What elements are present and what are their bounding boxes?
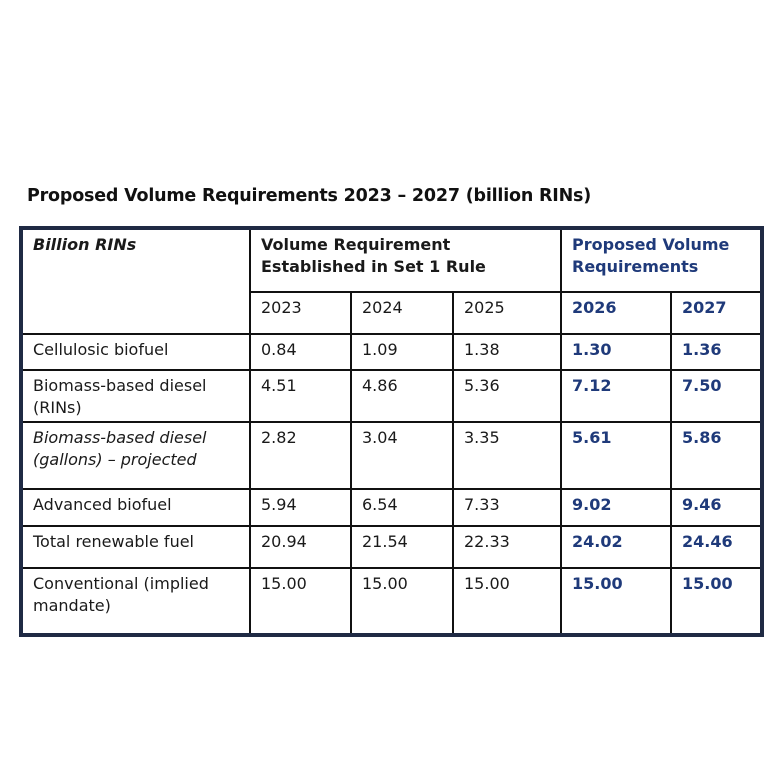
cell: 1.30 (560, 333, 672, 371)
cell: 1.09 (350, 333, 454, 371)
header-established: Volume Requirement Established in Set 1 … (249, 230, 562, 293)
table-title: Proposed Volume Requirements 2023 – 2027… (27, 186, 592, 206)
cell: 15.00 (452, 567, 562, 633)
row-label: Biomass-based diesel (RINs) (23, 369, 251, 423)
cell: 6.54 (350, 488, 454, 527)
cell: 7.50 (670, 369, 760, 423)
year-header: 2024 (350, 291, 454, 335)
cell: 9.46 (670, 488, 760, 527)
cell: 22.33 (452, 525, 562, 569)
year-header: 2023 (250, 291, 352, 335)
cell: 1.36 (670, 333, 760, 371)
cell: 15.00 (560, 567, 672, 633)
cell: 2.82 (249, 421, 352, 490)
cell: 0.84 (249, 333, 352, 371)
cell: 9.02 (560, 488, 672, 527)
volume-requirements-table: Billion RINs Volume Requirement Establis… (19, 226, 764, 637)
row-label: Total renewable fuel (23, 525, 251, 569)
table-row: Conventional (implied mandate) 15.00 15.… (23, 567, 760, 633)
year-header: 2027 (670, 291, 760, 335)
year-header: 2025 (452, 291, 562, 335)
corner-label: Billion RINs (23, 230, 251, 335)
cell: 1.38 (452, 333, 562, 371)
row-label: Conventional (implied mandate) (23, 567, 251, 633)
cell: 24.46 (670, 525, 760, 569)
cell: 4.86 (350, 369, 454, 423)
cell: 21.54 (350, 525, 454, 569)
table-row: Advanced biofuel 5.94 6.54 7.33 9.02 9.4… (23, 488, 760, 527)
row-label: Advanced biofuel (23, 488, 251, 527)
cell: 15.00 (350, 567, 454, 633)
table-row: Cellulosic biofuel 0.84 1.09 1.38 1.30 1… (23, 333, 760, 371)
cell: 20.94 (249, 525, 352, 569)
row-label: Biomass-based diesel (gallons) – project… (23, 421, 251, 490)
cell: 15.00 (670, 567, 760, 633)
table-row: Biomass-based diesel (gallons) – project… (23, 421, 760, 490)
cell: 7.33 (452, 488, 562, 527)
header-proposed: Proposed Volume Requirements (560, 230, 760, 293)
table-row: Biomass-based diesel (RINs) 4.51 4.86 5.… (23, 369, 760, 423)
cell: 24.02 (560, 525, 672, 569)
cell: 5.86 (670, 421, 760, 490)
cell: 5.94 (249, 488, 352, 527)
cell: 15.00 (249, 567, 352, 633)
year-header: 2026 (560, 291, 672, 335)
cell: 3.35 (452, 421, 562, 490)
cell: 3.04 (350, 421, 454, 490)
cell: 7.12 (560, 369, 672, 423)
cell: 5.36 (452, 369, 562, 423)
cell: 4.51 (249, 369, 352, 423)
cell: 5.61 (560, 421, 672, 490)
table-row: Total renewable fuel 20.94 21.54 22.33 2… (23, 525, 760, 569)
row-label: Cellulosic biofuel (23, 333, 251, 371)
